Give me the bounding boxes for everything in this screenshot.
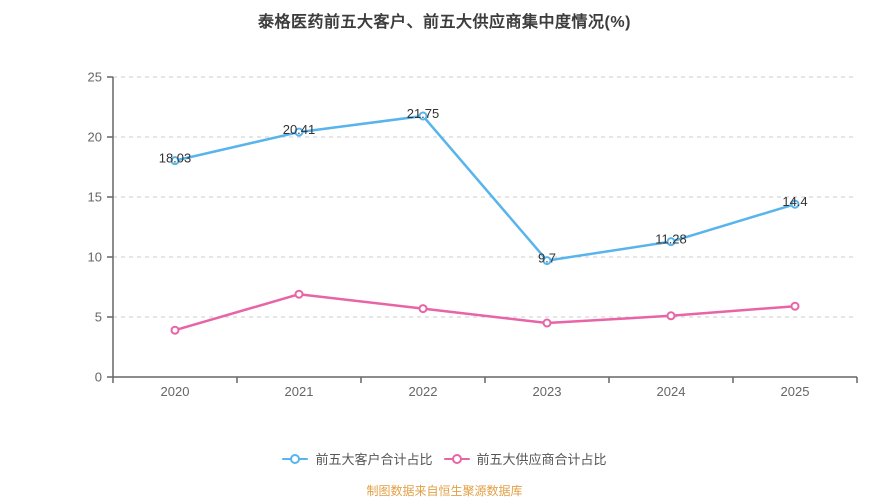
data-point-marker [418,111,428,121]
data-label: 11.28 [655,232,687,247]
line-series-marker-icon [443,453,470,465]
data-label: 20.41 [283,122,316,137]
data-label: 18.03 [159,151,192,166]
x-tick-label: 2024 [657,384,686,399]
x-axis-labels: 2020 2021 2022 2023 2024 2025 [161,384,810,399]
series-line [173,114,797,262]
data-point-marker [170,325,180,335]
data-point-marker [418,304,428,314]
data-point-marker [170,156,180,166]
y-tick-label: 0 [95,370,102,385]
x-tick-label: 2021 [285,384,314,399]
data-point-marker [542,256,552,266]
gridlines [113,76,857,318]
data-label: 9.7 [538,251,556,266]
data-label: 14.4 [782,194,807,209]
x-tick-label: 2023 [533,384,562,399]
data-point-marker [294,289,304,299]
y-tick-label: 5 [95,310,102,325]
data-source-note: 制图数据来自恒生聚源数据库 [366,484,523,498]
y-tick-label: 10 [88,250,102,265]
x-tick-label: 2022 [409,384,438,399]
legend: 前五大客户合计占比 前五大供应商合计占比 [0,449,889,468]
line-series-marker-icon [282,453,309,465]
legend-item-top5-suppliers[interactable]: 前五大供应商合计占比 [443,449,607,468]
chart-title: 泰格医药前五大客户、前五大供应商集中度情况(%) [258,14,631,31]
y-tick-label: 20 [88,130,102,145]
axes [107,76,858,383]
y-tick-label: 15 [88,190,102,205]
data-point-marker [790,301,800,311]
legend-label-top5-suppliers: 前五大供应商合计占比 [476,452,607,467]
data-point-marker [790,199,800,209]
y-axis-labels: 0 5 10 15 20 25 [88,70,102,385]
data-point-marker [666,311,676,321]
series-line [173,292,797,332]
legend-item-top5-customers[interactable]: 前五大客户合计占比 [282,449,433,468]
x-tick-label: 2020 [161,384,190,399]
series-0: 18.03 20.41 21.75 9.7 11.28 14.4 [159,106,808,266]
legend-label-top5-customers: 前五大客户合计占比 [315,452,433,467]
data-point-marker [294,127,304,137]
series-1 [170,289,800,335]
x-tick-label: 2025 [781,384,810,399]
data-label: 21.75 [407,106,440,121]
data-point-marker [542,318,552,328]
data-point-marker [666,237,676,247]
y-tick-label: 25 [88,70,102,85]
